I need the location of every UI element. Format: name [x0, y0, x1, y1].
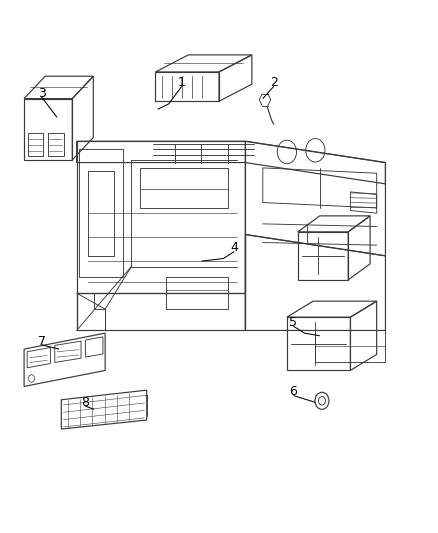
Bar: [48, 133, 64, 156]
Text: 4: 4: [230, 241, 238, 254]
Text: 7: 7: [38, 335, 46, 348]
Text: 3: 3: [38, 87, 46, 100]
Text: 6: 6: [290, 385, 297, 398]
Text: 5: 5: [290, 316, 297, 329]
Text: 1: 1: [178, 76, 186, 89]
Text: 8: 8: [81, 396, 89, 409]
Text: 2: 2: [270, 76, 278, 89]
Bar: [28, 133, 43, 156]
